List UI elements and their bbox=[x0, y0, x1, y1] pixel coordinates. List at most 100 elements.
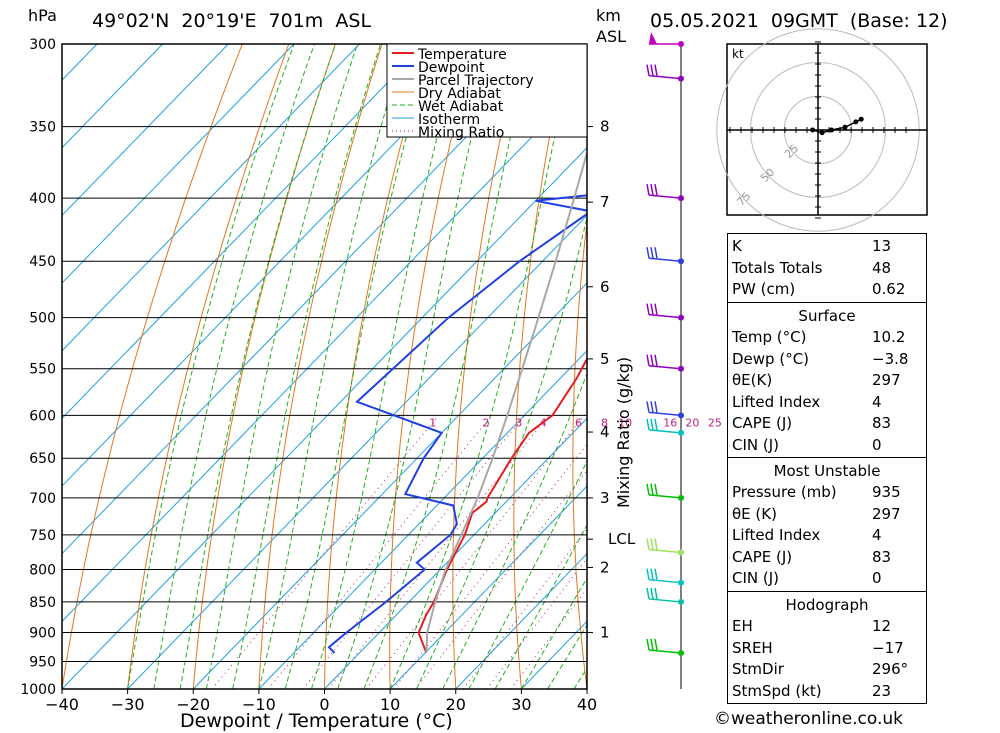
temperature-tick-label: 30 bbox=[511, 695, 531, 714]
wind-barb-flag bbox=[654, 638, 658, 651]
surface-row-cin: CIN (J) 0 bbox=[732, 435, 882, 454]
asl-unit-label: ASL bbox=[596, 27, 627, 46]
wind-barb-shaft bbox=[648, 429, 682, 434]
wind-barb-flag bbox=[654, 418, 658, 431]
surface-row-thetae: θE(K) 297 bbox=[732, 371, 901, 390]
dry-adiabat-line bbox=[513, 44, 569, 689]
wind-barb-flag bbox=[650, 303, 654, 315]
wind-barb-shaft bbox=[648, 74, 682, 80]
wind-barb-flag bbox=[650, 568, 654, 580]
wind-barb-shaft bbox=[648, 411, 682, 417]
hodograph-stats-panel: Hodograph EH 12 SREH −17 StmDir 296° StmSpd… bbox=[727, 591, 927, 704]
isotherm-line bbox=[62, 44, 360, 352]
location-title: 49°02'N 20°19'E 701m ASL bbox=[92, 10, 372, 32]
isotherm-line bbox=[62, 44, 164, 149]
isotherm-line bbox=[258, 350, 587, 689]
wind-barb-flag bbox=[646, 401, 650, 413]
pressure-tick-label: 1000 bbox=[20, 682, 56, 698]
pressure-tick-label: 800 bbox=[29, 562, 56, 578]
wind-barb-shaft bbox=[648, 194, 682, 199]
wind-barb-flag bbox=[654, 183, 658, 196]
height-tick-label: 7 bbox=[600, 193, 610, 211]
dewpoint-line bbox=[327, 193, 587, 654]
isotherm-line bbox=[324, 417, 587, 689]
hodograph-point bbox=[858, 116, 864, 122]
mixing-ratio-line bbox=[328, 414, 550, 689]
wind-barb bbox=[646, 538, 684, 556]
wind-barb-shaft bbox=[648, 257, 682, 262]
mu-row-li: Lifted Index 4 bbox=[732, 526, 882, 545]
pressure-tick-label: 500 bbox=[29, 311, 56, 327]
mixing-ratio-tick-label: 6 bbox=[575, 416, 582, 429]
pressure-unit-label: hPa bbox=[28, 6, 57, 25]
hodograph-point bbox=[810, 127, 816, 133]
surface-row-li: Lifted Index 4 bbox=[732, 392, 882, 411]
isotherm-line bbox=[62, 147, 587, 689]
temperature-tick-label: 40 bbox=[577, 695, 597, 714]
wind-barb-shaft bbox=[648, 494, 682, 499]
temperature-tick-label: 0 bbox=[319, 695, 329, 714]
dry-adiabat-line bbox=[987, 44, 1000, 689]
indices-row-k: K 13 bbox=[732, 237, 892, 255]
mixing-ratio-line bbox=[267, 414, 493, 689]
dry-adiabat-line bbox=[258, 44, 383, 689]
wind-barb-flag bbox=[650, 418, 654, 431]
hodo-row-stmdir: StmDir 296° bbox=[732, 660, 909, 679]
wind-barb-flag bbox=[650, 538, 654, 550]
parcel-trajectory-line bbox=[425, 149, 587, 654]
wet-adiabat-line bbox=[442, 372, 587, 689]
temperature-tick-label: −30 bbox=[111, 695, 145, 714]
isotherm-line bbox=[62, 44, 295, 284]
pressure-tick-label: 450 bbox=[29, 254, 56, 270]
axes: −40 −30 −20 −10 0 10 20 30 40 8 7 6 5 4 3 LCL 2 1 bbox=[45, 43, 636, 714]
height-tick-label: 1 bbox=[600, 624, 610, 642]
wind-barb-flag bbox=[646, 587, 650, 600]
height-tick-label: 8 bbox=[600, 118, 610, 136]
copyright-link[interactable]: ©weatheronline.co.uk bbox=[714, 709, 904, 729]
pressure-tick-label: 900 bbox=[29, 626, 56, 642]
wind-barb-shaft bbox=[648, 598, 682, 603]
temperature-tick-label: 10 bbox=[380, 695, 400, 714]
dry-adiabat-line bbox=[686, 44, 719, 689]
mixing-ratio-tick-label: 8 bbox=[601, 416, 608, 429]
wind-barb-flag bbox=[654, 568, 658, 580]
temperature-tick-label: 20 bbox=[446, 695, 466, 714]
wind-barb bbox=[646, 247, 684, 265]
wet-adiabat-line bbox=[389, 44, 576, 689]
km-unit-label: km bbox=[596, 6, 621, 25]
wind-barb-shaft bbox=[648, 364, 682, 370]
mu-row-cin: CIN (J) 0 bbox=[732, 569, 882, 588]
surface-row-dewp: Dewp (°C) −3.8 bbox=[732, 349, 909, 368]
legend-dry-adiabat: Dry Adiabat bbox=[418, 86, 501, 102]
wind-barb-flag bbox=[646, 183, 650, 196]
mu-row-thetae: θE (K) 297 bbox=[732, 504, 901, 523]
isotherm-lines bbox=[62, 44, 587, 689]
wind-barb-flag bbox=[650, 638, 654, 651]
temperature-line bbox=[417, 356, 587, 654]
wind-barb-flag bbox=[646, 64, 650, 76]
pressure-tick-label: 550 bbox=[29, 362, 56, 378]
wind-barb-flag bbox=[654, 64, 658, 76]
wet-adiabat-line bbox=[258, 44, 406, 689]
legend-mixing-ratio: Mixing Ratio bbox=[418, 125, 504, 141]
hodograph-point bbox=[842, 124, 848, 130]
hodo-row-sreh: SREH −17 bbox=[732, 638, 904, 657]
wind-barb-flag bbox=[654, 354, 658, 366]
pressure-tick-label: 350 bbox=[29, 120, 56, 136]
hodograph-point bbox=[819, 130, 825, 136]
legend: Temperature Dewpoint Parcel Trajectory D… bbox=[386, 43, 588, 141]
mu-row-cape: CAPE (J) 83 bbox=[732, 547, 892, 566]
datetime-title: 05.05.2021 09GMT (Base: 12) bbox=[650, 10, 948, 32]
wind-barb-shaft bbox=[648, 313, 682, 319]
isotherm-line bbox=[455, 552, 587, 689]
wind-barb-flag bbox=[650, 354, 654, 366]
wind-barb bbox=[646, 401, 684, 419]
wind-barb-flag bbox=[650, 64, 654, 76]
dry-adiabat-line bbox=[127, 44, 290, 689]
most-unstable-panel: Most Unstable Pressure (mb) 935 θE (K) 297… bbox=[727, 457, 927, 592]
height-tick-label: 6 bbox=[600, 278, 610, 296]
wind-barb-flag bbox=[650, 587, 654, 600]
mixing-ratio-axis-label: Mixing Ratio (g/kg) bbox=[614, 357, 633, 508]
dry-adiabat-line bbox=[192, 44, 336, 689]
mixing-ratio-tick-label: 10 bbox=[618, 416, 632, 429]
